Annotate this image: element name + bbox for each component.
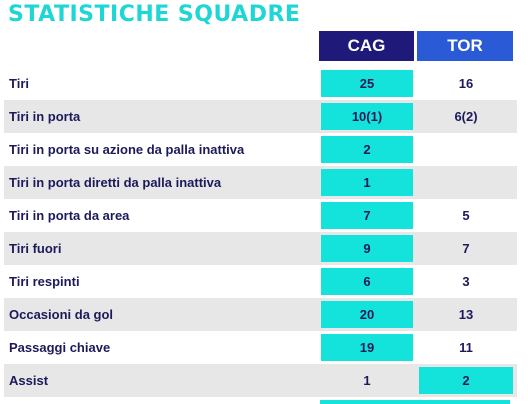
stat-label: Tiri fuori: [9, 241, 62, 256]
stat-value-home: 19: [321, 334, 413, 361]
stat-value-away: 11: [459, 340, 473, 355]
stat-value-home: 1: [363, 373, 371, 388]
stats-row: Tiri respinti 6 3: [4, 265, 517, 298]
stat-value-away: 2: [419, 367, 513, 394]
stat-label: Tiri in porta su azione da palla inattiv…: [9, 142, 245, 157]
stat-value-home: 6: [321, 268, 413, 295]
stat-value-home: 9: [321, 235, 413, 262]
stats-row: Tiri fuori 9 7: [4, 232, 517, 265]
stat-label: Occasioni da gol: [9, 307, 114, 322]
stat-label: Tiri respinti: [9, 274, 80, 289]
stat-value-home: 25: [321, 70, 413, 97]
stat-value-away: 16: [458, 76, 474, 91]
stat-value-home: 2: [321, 136, 413, 163]
next-row-highlight: [320, 400, 510, 404]
stat-value-away: [419, 136, 513, 163]
stat-label: Passaggi chiave: [9, 340, 111, 355]
stat-label: Assist: [9, 373, 49, 388]
stat-value-away: 6(2): [454, 109, 478, 124]
stat-value-home: 1: [321, 169, 413, 196]
stat-value-home: 20: [321, 301, 413, 328]
stats-row: Tiri in porta su azione da palla inattiv…: [4, 133, 517, 166]
stats-row: Assist 1 2: [4, 364, 517, 397]
team-header-away: TOR: [417, 31, 513, 61]
stat-label: Tiri in porta diretti da palla inattiva: [9, 175, 222, 190]
stat-label: Tiri in porta da area: [9, 208, 130, 223]
team-header-home: CAG: [319, 31, 414, 61]
stat-label: Tiri in porta: [9, 109, 81, 124]
stat-label: Tiri: [9, 76, 29, 91]
stat-value-home: 10(1): [321, 103, 413, 130]
stats-row: Tiri in porta 10(1) 6(2): [4, 100, 517, 133]
stats-table: Tiri 25 16 Tiri in porta 10(1) 6(2) Tiri…: [4, 67, 517, 397]
stat-value-home: 7: [321, 202, 413, 229]
stats-row: Tiri 25 16: [4, 67, 517, 100]
stats-row: Occasioni da gol 20 13: [4, 298, 517, 331]
stat-value-away: 13: [458, 307, 474, 322]
stat-value-away: [419, 169, 513, 196]
stat-value-away: 3: [462, 274, 470, 289]
page-title: STATISTICHE SQUADRE: [8, 2, 301, 27]
stat-value-away: 5: [462, 208, 470, 223]
stat-value-away: 7: [462, 241, 470, 256]
stats-row: Tiri in porta diretti da palla inattiva …: [4, 166, 517, 199]
stats-row: Passaggi chiave 19 11: [4, 331, 517, 364]
stats-row: Tiri in porta da area 7 5: [4, 199, 517, 232]
